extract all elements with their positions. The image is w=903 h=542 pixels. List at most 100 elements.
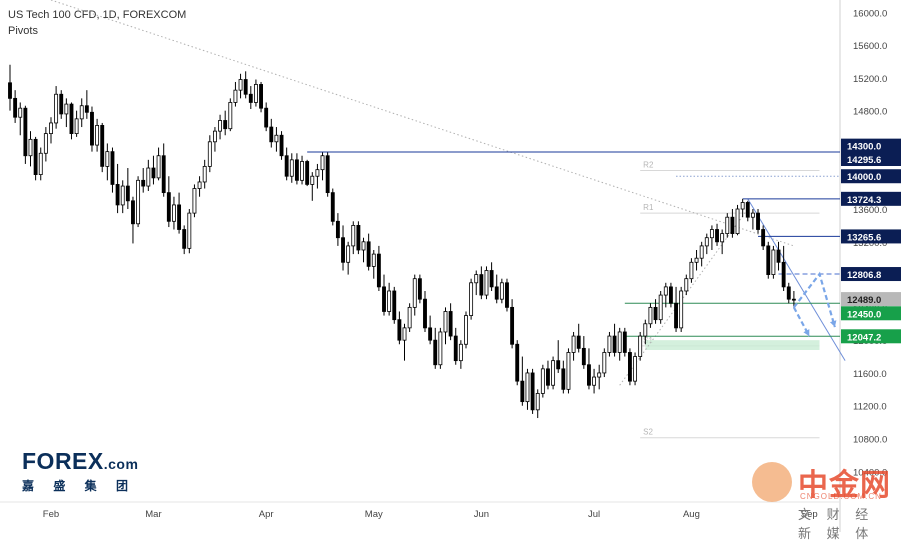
cngold-logo-icon <box>752 462 792 502</box>
price-label-12450-0: 12450.0 <box>847 309 881 320</box>
candle-body <box>248 93 253 103</box>
candle-body <box>279 134 284 157</box>
price-label-13265-6: 13265.6 <box>847 232 881 243</box>
projection-arrowhead-1 <box>829 320 837 328</box>
candle-body <box>479 274 484 296</box>
candle-body <box>515 343 520 382</box>
candle-body <box>648 306 653 325</box>
candle-body <box>791 298 796 301</box>
candle-body <box>566 352 571 390</box>
candle-body <box>397 319 402 341</box>
candle-body <box>320 155 325 171</box>
candle-body <box>530 372 535 411</box>
candle-body <box>720 233 725 243</box>
candle-body <box>294 159 299 181</box>
price-label-box-12489-0 <box>841 292 901 307</box>
candle-body <box>581 347 586 366</box>
candle-body <box>38 152 43 175</box>
candle-body <box>274 134 279 143</box>
candle-body <box>535 393 540 411</box>
trendline-2 <box>619 208 749 386</box>
candle-body <box>587 364 591 386</box>
candle-body <box>428 327 433 341</box>
candle-body <box>448 311 453 337</box>
x-tick-label-sep: Sep <box>801 509 818 520</box>
candle-body <box>23 107 28 157</box>
candle-body <box>95 125 100 146</box>
y-tick-label: 14800.0 <box>853 107 887 118</box>
candle-body <box>571 335 576 353</box>
candle-body <box>376 253 381 288</box>
watermark-subtitle: 文 财 经 新 媒 体 <box>798 507 875 541</box>
forex-wordmark: FOREX.com <box>22 448 139 474</box>
candle-body <box>351 225 356 247</box>
candle-body <box>484 270 489 296</box>
candle-body <box>228 102 233 130</box>
candle-body <box>704 237 709 247</box>
candle-body <box>269 126 274 143</box>
candle-body <box>438 331 443 366</box>
candle-body <box>69 103 74 135</box>
candle-body <box>330 192 335 222</box>
y-tick-label: 15200.0 <box>853 74 887 85</box>
price-label-14000-0: 14000.0 <box>847 172 881 183</box>
chart-subtitle: Pivots <box>8 25 38 37</box>
candle-body <box>341 237 345 263</box>
price-label-box-13724-3 <box>841 191 901 206</box>
candle-body <box>617 331 622 353</box>
candle-body <box>90 111 94 146</box>
x-tick-label-aug: Aug <box>683 509 700 520</box>
candle-body <box>520 380 525 403</box>
candle-body <box>551 360 556 386</box>
candle-body <box>392 290 397 321</box>
x-tick-label-mar: Mar <box>145 509 161 520</box>
candle-body <box>628 352 632 382</box>
x-tick-label-may: May <box>365 509 383 520</box>
candle-body <box>64 103 69 115</box>
candle-body <box>284 155 289 177</box>
candle-body <box>494 286 499 300</box>
candle-body <box>694 257 699 263</box>
candle-body <box>243 79 248 95</box>
candle-body <box>674 302 678 329</box>
candle-body <box>202 165 207 183</box>
y-tick-label: 11600.0 <box>853 369 887 380</box>
x-tick-label-jun: Jun <box>474 509 489 520</box>
candle-body <box>325 155 330 194</box>
candle-body <box>592 376 597 386</box>
candle-body <box>740 202 745 210</box>
candle-body <box>151 167 156 179</box>
candle-body <box>597 372 602 378</box>
candle-body <box>402 327 407 341</box>
candle-body <box>489 270 494 288</box>
candle-body <box>59 93 64 115</box>
candle-body <box>54 93 59 124</box>
candle-body <box>13 97 18 118</box>
forex-chinese-name: 嘉 盛 集 团 <box>22 479 137 493</box>
candle-body <box>172 204 176 222</box>
candle-body <box>412 278 417 308</box>
candle-body <box>407 306 412 329</box>
candle-body <box>346 245 351 263</box>
candle-body <box>561 368 566 390</box>
candle-body <box>423 298 427 329</box>
candle-body <box>433 339 438 366</box>
candle-body <box>305 161 310 185</box>
price-label-14300-0: 14300.0 <box>847 142 881 153</box>
candle-body <box>146 167 151 187</box>
candle-body <box>74 118 79 135</box>
candle-body <box>356 225 361 251</box>
candle-body <box>177 204 182 230</box>
candle-body <box>730 216 735 235</box>
price-label-box-12450-0 <box>841 306 901 321</box>
candle-body <box>115 184 120 206</box>
candle-body <box>658 294 663 321</box>
candle-body <box>28 138 33 157</box>
y-tick-label: 11200.0 <box>853 402 887 413</box>
candle-body <box>382 286 386 312</box>
candle-body <box>259 84 263 109</box>
candle-body <box>771 249 776 275</box>
candle-body <box>100 125 105 167</box>
candle-body <box>238 79 243 91</box>
